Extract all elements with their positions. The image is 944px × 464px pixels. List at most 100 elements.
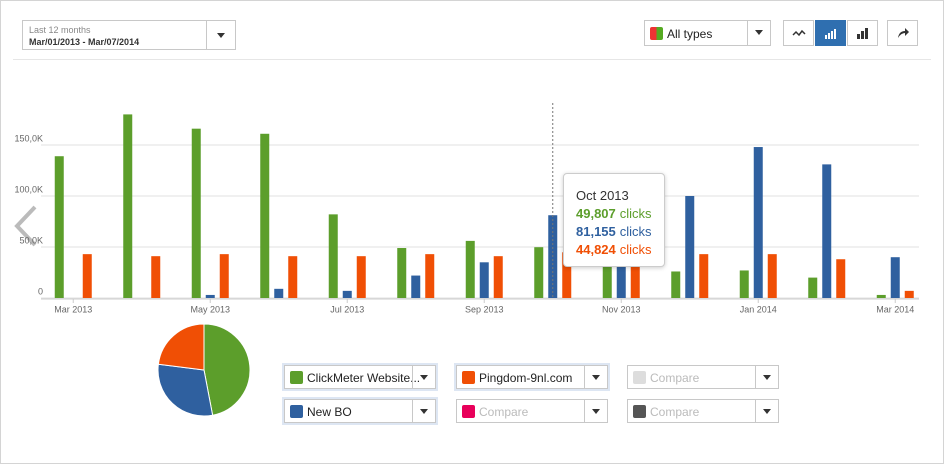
series-icon [290,405,303,418]
x-tick-label: Jan 2014 [740,304,777,314]
bar [493,256,503,298]
x-tick-label: May 2013 [190,304,230,314]
tooltip-row: 81,155 clicks [576,224,652,239]
bar [82,254,92,298]
pie-slice [157,323,205,371]
tooltip-unit: clicks [619,224,652,239]
bar [685,196,695,298]
date-caption: Last 12 months [29,25,91,35]
bar [342,290,352,298]
series-label: ClickMeter Website... [307,371,421,385]
date-dropdown[interactable] [206,21,235,49]
bar [54,156,64,298]
bar [205,294,215,298]
bar [630,256,640,298]
pie-slice [157,363,214,417]
series-dropdown[interactable] [412,400,435,422]
bar [562,252,572,298]
date-range-picker[interactable]: Last 12 months Mar/01/2013 - Mar/07/2014 [22,20,236,50]
y-tick-label: 50,0K [19,235,43,245]
compare-dropdown[interactable] [755,400,778,422]
y-tick-label: 150,0K [14,133,43,143]
bar [616,256,626,298]
compare-label: Compare [479,405,529,419]
bar [328,214,338,298]
type-label: All types [667,27,713,41]
series-selector[interactable]: ClickMeter Website... [282,363,438,391]
prev-arrow[interactable] [14,205,37,247]
bar [822,164,832,298]
tooltip-unit: clicks [619,206,652,221]
x-tick-label: Jul 2013 [330,304,364,314]
series-selector[interactable]: Pingdom-9nl.com [454,363,610,391]
series-label: New BO [307,405,352,419]
bar [808,277,818,298]
bar-view-button[interactable] [815,20,846,46]
stacked-icon [857,28,868,39]
series-dropdown[interactable] [584,366,607,388]
x-tick-label: Mar 2013 [54,304,92,314]
bar [274,288,284,298]
bar [602,251,612,298]
bar [411,275,421,298]
tooltip-value: 81,155 [576,224,616,239]
bar [836,259,846,298]
pie-slice [203,323,251,416]
series-selector[interactable]: New BO [282,397,438,425]
tooltip-row: 49,807 clicks [576,206,652,221]
bar [260,133,270,298]
x-tick-label: Mar 2014 [876,304,914,314]
bar [739,270,749,298]
compare-selector[interactable]: Compare [627,399,779,423]
tooltip-row: 44,824 clicks [576,242,652,257]
tooltip: Oct 2013 49,807 clicks 81,155 clicks 44,824 c… [563,173,665,267]
compare-icon [462,405,475,418]
line-view-button[interactable] [783,20,814,46]
compare-dropdown[interactable] [755,366,778,388]
line-icon [792,29,806,37]
compare-selector[interactable]: Compare [456,399,608,423]
series-icon [462,371,475,384]
y-tick-label: 0 [38,286,43,296]
type-dropdown[interactable] [747,21,770,45]
series-dropdown[interactable] [412,366,435,388]
tooltip-unit: clicks [619,242,652,257]
compare-selector[interactable]: Compare [627,365,779,389]
series-label: Pingdom-9nl.com [479,371,573,385]
share-icon [898,28,909,38]
type-filter[interactable]: All types [644,20,771,46]
bar [219,254,229,298]
bar [151,256,161,298]
y-tick-label: 100,0K [14,184,43,194]
series-icon [290,371,303,384]
compare-dropdown[interactable] [584,400,607,422]
bar [397,248,407,298]
type-icon [650,27,663,40]
x-tick-label: Sep 2013 [465,304,504,314]
bar [479,262,489,298]
bar-icon [825,29,836,39]
bar [890,257,900,298]
bar [425,254,435,298]
stacked-view-button[interactable] [847,20,878,46]
bar [767,254,777,298]
compare-label: Compare [650,371,700,385]
separator [13,59,931,60]
share-button[interactable] [887,20,918,46]
bar [753,147,763,298]
bar [288,256,298,298]
compare-icon [633,405,646,418]
compare-icon [633,371,646,384]
bar [191,128,201,298]
bar [671,271,681,298]
bar [699,254,709,298]
tooltip-value: 49,807 [576,206,616,221]
date-value: Mar/01/2013 - Mar/07/2014 [29,37,140,47]
x-tick-label: Nov 2013 [602,304,641,314]
tooltip-value: 44,824 [576,242,616,257]
bar [904,290,914,298]
bar [123,114,133,299]
compare-label: Compare [650,405,700,419]
